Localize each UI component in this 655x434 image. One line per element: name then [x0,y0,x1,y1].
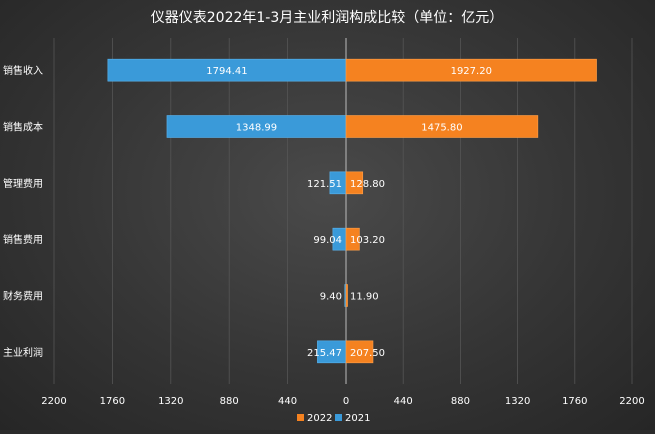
value-labels: 1794.41 1927.20 1348.99 1475.80 121.51 128.80… [206,66,492,359]
x-axis-tick-labels: 2200 1760 1320 880 440 0 440 880 1320 1760 2200 [41,396,644,407]
bar-2022 [345,58,597,82]
value-label-2021: 1794.41 [206,66,247,77]
value-label-2021: 121.51 [307,179,342,190]
x-tick-label: 2200 [41,396,66,407]
value-label-2022: 1927.20 [451,66,492,77]
x-tick-label: 1320 [158,396,183,407]
x-tick-label: 0 [343,396,349,407]
x-tick-label: 1760 [562,396,587,407]
category-label: 主业利润 [3,346,43,359]
x-tick-label: 880 [220,396,239,407]
bar-2022 [345,115,539,138]
x-tick-label: 440 [394,396,413,407]
value-label-2021: 215.47 [307,348,342,359]
value-label-2022: 128.80 [350,179,385,190]
x-tick-label: 1320 [505,396,530,407]
category-label: 销售成本 [3,121,43,134]
value-label-2022: 11.90 [350,292,379,303]
value-label-2021: 99.04 [313,235,342,246]
x-tick-label: 880 [451,396,470,407]
category-label: 管理费用 [3,177,43,190]
bar-2022 [345,227,360,251]
x-tick-label: 1760 [100,396,125,407]
chart-title: 仪器仪表2022年1-3月主业利润构成比较（单位：亿元） [151,10,504,26]
legend-swatch-2022 [297,414,304,421]
x-tick-label: 440 [278,396,297,407]
category-label: 销售费用 [3,233,43,246]
value-label-2021: 9.40 [320,292,342,303]
bars [107,58,597,364]
legend-swatch-2021 [335,414,342,421]
category-label: 销售收入 [3,64,43,77]
legend-label-2021: 2021 [345,413,370,424]
bar-2022 [345,284,348,307]
legend: 2022 2021 [297,413,370,424]
x-tick-label: 2200 [619,396,644,407]
category-label: 财务费用 [3,290,43,303]
legend-label-2022: 2022 [307,413,332,424]
gridlines [53,38,633,384]
value-label-2022: 1475.80 [421,123,462,134]
bar-2022 [345,340,374,364]
value-label-2022: 207.50 [350,348,385,359]
value-label-2021: 1348.99 [236,123,277,134]
bar-2022 [345,171,364,195]
value-label-2022: 103.20 [350,235,385,246]
